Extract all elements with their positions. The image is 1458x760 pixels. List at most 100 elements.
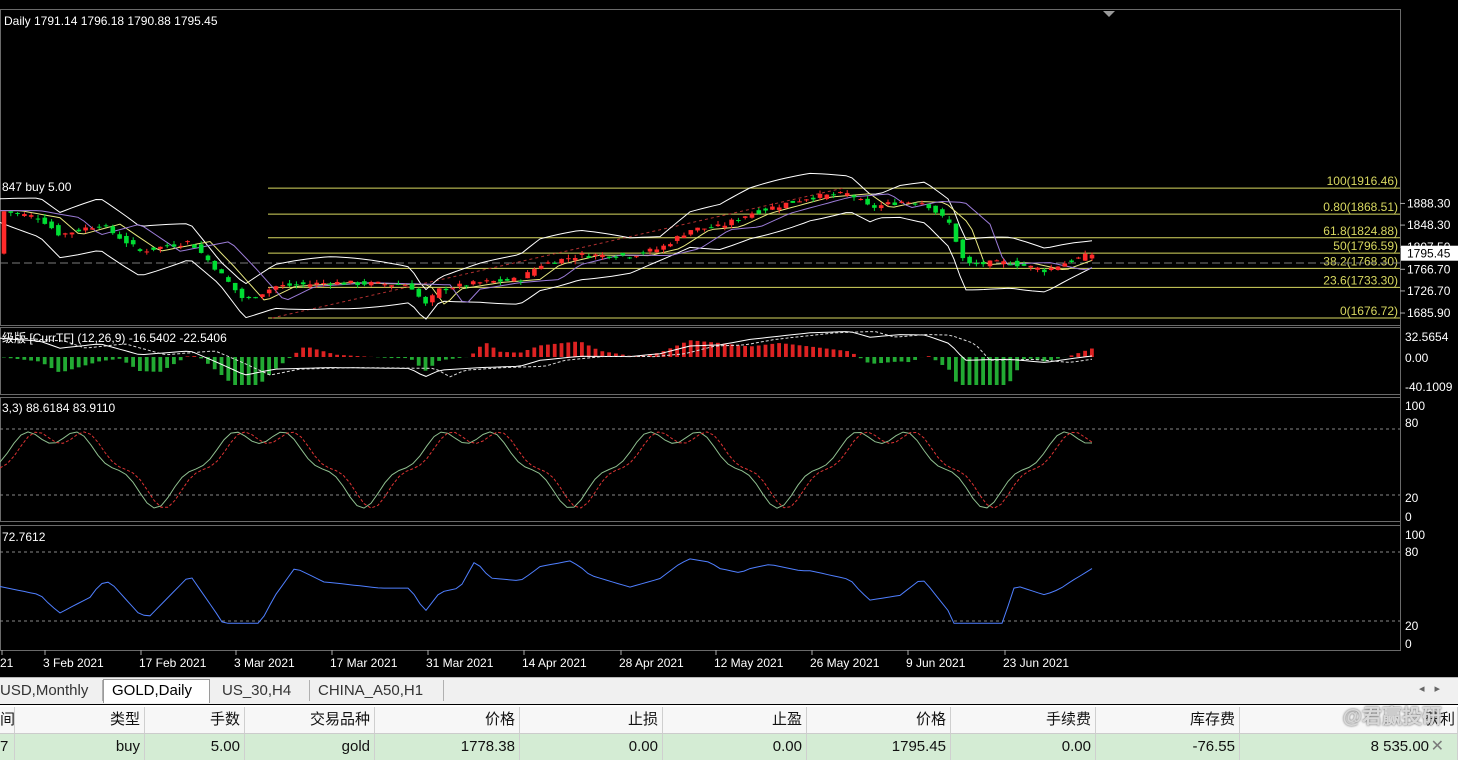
macd-bar	[961, 357, 965, 385]
col-time[interactable]: 间	[0, 707, 15, 733]
macd-bar	[165, 357, 169, 368]
cell-commission: 0.00	[951, 734, 1096, 760]
macd-bar	[988, 357, 992, 385]
candle-body	[247, 297, 252, 298]
candle-body	[498, 279, 503, 281]
chart-area[interactable]: 100(1916.46)0.80(1868.51)61.8(1824.88)50…	[0, 0, 1458, 677]
candle-body	[1083, 254, 1088, 261]
candle-body	[974, 263, 979, 264]
tab-us30-h4[interactable]: US_30,H4	[214, 680, 310, 701]
col-type[interactable]: 类型	[15, 707, 145, 733]
chart-tabs: USD,Monthly GOLD,Daily US_30,H4 CHINA_A5…	[0, 677, 1458, 704]
col-stop-loss[interactable]: 止损	[520, 707, 663, 733]
candle-body	[226, 277, 231, 282]
col-open-price[interactable]: 价格	[375, 707, 520, 733]
tab-scroll-arrows-icon[interactable]: ◂▸	[1419, 682, 1450, 695]
macd-bar	[97, 357, 101, 361]
macd-bar	[784, 344, 788, 357]
candle-body	[838, 192, 843, 193]
macd-bar	[594, 349, 598, 357]
cell-take-profit: 0.00	[663, 734, 807, 760]
macd-bar	[315, 349, 319, 357]
candle-body	[253, 297, 258, 298]
macd-bar	[913, 357, 917, 360]
macd-bar	[872, 357, 876, 364]
col-swap[interactable]: 库存费	[1096, 707, 1240, 733]
macd-bar	[77, 357, 81, 367]
macd-bar	[16, 357, 20, 359]
candle-body	[777, 207, 782, 209]
candle-body	[77, 230, 82, 232]
tab-gold-daily[interactable]: GOLD,Daily	[103, 679, 210, 703]
candle-body	[736, 220, 741, 221]
col-current-price[interactable]: 价格	[807, 707, 951, 733]
col-lots[interactable]: 手数	[145, 707, 245, 733]
col-commission[interactable]: 手续费	[951, 707, 1096, 733]
macd-bar	[356, 356, 360, 357]
macd-min-label: -40.1009	[1405, 380, 1453, 394]
macd-bar	[832, 349, 836, 357]
candle-body	[668, 244, 673, 246]
macd-bar	[519, 353, 523, 357]
macd-bar	[260, 357, 264, 382]
macd-bar	[186, 356, 190, 357]
macd-bar	[478, 347, 482, 357]
macd-bar	[138, 357, 142, 371]
candle-body	[206, 256, 211, 261]
candle-body	[553, 263, 558, 264]
candle-body	[389, 285, 394, 286]
candle-body	[865, 199, 870, 205]
candle-body	[614, 257, 619, 258]
tab-usd-monthly[interactable]: USD,Monthly	[0, 680, 103, 701]
macd-bar	[934, 357, 938, 360]
fib-label: 61.8(1824.88)	[1323, 224, 1398, 238]
macd-bar	[396, 357, 400, 358]
candle-body	[913, 204, 918, 205]
candle-body	[301, 282, 306, 284]
date-label: 9 Jun 2021	[906, 656, 966, 670]
macd-bar	[1049, 357, 1053, 360]
candle-body	[185, 241, 190, 242]
col-symbol[interactable]: 交易品种	[245, 707, 375, 733]
macd-bar	[974, 357, 978, 385]
close-order-icon[interactable]: ✕	[1431, 737, 1444, 757]
cell-open-price: 1778.38	[375, 734, 520, 760]
candle-body	[2, 211, 7, 253]
candle-body	[831, 194, 836, 195]
macd-bar	[492, 348, 496, 357]
candle-body	[240, 289, 245, 298]
candle-body	[260, 294, 265, 297]
candle-body	[811, 198, 816, 200]
macd-bar	[1076, 353, 1080, 357]
fib-label: 100(1916.46)	[1327, 174, 1398, 188]
macd-bar	[444, 357, 448, 360]
macd-bar	[226, 357, 230, 381]
chart-header: Daily 1791.14 1796.18 1790.88 1795.45	[4, 14, 218, 28]
macd-zero-label: 0.00	[1405, 351, 1429, 365]
macd-bar	[56, 357, 60, 372]
macd-max-label: 32.5654	[1405, 330, 1449, 344]
macd-bar	[811, 347, 815, 357]
macd-bar	[743, 346, 747, 357]
date-label: 17 Mar 2021	[330, 656, 398, 670]
col-take-profit[interactable]: 止盈	[663, 707, 807, 733]
candle-body	[981, 262, 986, 264]
date-label: 26 May 2021	[810, 656, 880, 670]
candle-body	[954, 224, 959, 242]
candle-body	[417, 289, 422, 297]
macd-bar	[118, 357, 122, 359]
date-label: 3 Mar 2021	[234, 656, 295, 670]
table-row[interactable]: 7 buy 5.00 gold 1778.38 0.00 0.00 1795.4…	[0, 734, 1458, 760]
macd-bar	[36, 357, 40, 361]
tab-china-a50-h1[interactable]: CHINA_A50,H1	[310, 680, 444, 701]
price-label: 1848.30	[1407, 218, 1451, 232]
candle-body	[791, 201, 796, 203]
macd-bar	[288, 357, 292, 358]
macd-bar	[274, 357, 278, 368]
candle-body	[63, 233, 68, 234]
macd-bar	[825, 349, 829, 357]
candle-body	[988, 261, 993, 267]
macd-bar	[335, 355, 339, 357]
macd-bar	[587, 345, 591, 357]
current-price-label: 1795.45	[1407, 247, 1451, 261]
